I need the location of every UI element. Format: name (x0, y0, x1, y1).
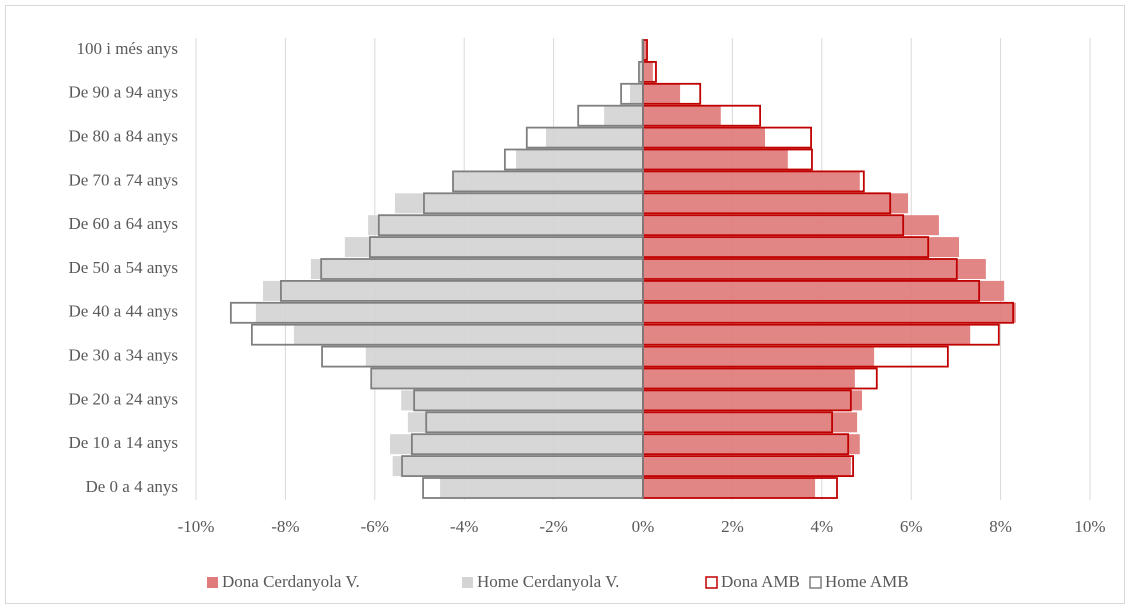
bar (639, 61, 643, 82)
bar (643, 83, 681, 104)
x-tick-label: 0% (632, 517, 655, 536)
bar (321, 345, 644, 368)
bar (643, 368, 855, 389)
bar (368, 215, 643, 236)
bar (643, 127, 766, 148)
y-tick-label: De 80 a 84 anys (68, 127, 178, 146)
bar (638, 61, 644, 83)
bar (643, 302, 1016, 323)
bar (604, 105, 643, 126)
x-tick-label: -4% (450, 517, 478, 536)
x-tick-label: -8% (271, 517, 299, 536)
bar (643, 456, 851, 477)
bar (643, 412, 858, 433)
bar (389, 434, 643, 455)
bar (643, 280, 1005, 301)
y-tick-label: De 20 a 24 anys (68, 389, 178, 408)
y-tick-label: De 0 a 4 anys (85, 477, 178, 496)
bar (643, 434, 860, 455)
bar (392, 456, 643, 477)
bar (630, 83, 643, 104)
bar (250, 323, 644, 346)
legend-label: Home Cerdanyola V. (477, 572, 619, 591)
bar (310, 259, 643, 279)
bar (452, 170, 644, 193)
y-tick-label: De 90 a 94 anys (68, 83, 178, 102)
x-tick-label: 10% (1074, 517, 1105, 536)
x-tick-label: 8% (989, 517, 1012, 536)
x-tick-label: -10% (178, 517, 215, 536)
x-tick-label: 6% (900, 517, 923, 536)
bar (643, 346, 875, 367)
bar (516, 149, 643, 170)
legend-label: Dona Cerdanyola V. (222, 572, 360, 591)
legend-swatch (462, 577, 473, 588)
bar (320, 258, 644, 280)
legend-label: Dona AMB (721, 572, 800, 591)
bar (525, 126, 644, 149)
bar (372, 368, 643, 389)
bar (401, 390, 643, 411)
bar (394, 193, 643, 214)
bar (577, 104, 644, 127)
x-tick-label: 2% (721, 517, 744, 536)
bar (263, 280, 643, 301)
bar (503, 148, 644, 171)
bar (413, 389, 644, 412)
y-tick-label: De 10 a 14 anys (68, 433, 178, 452)
bar (422, 477, 644, 499)
bar (643, 40, 647, 60)
bar (643, 149, 788, 170)
y-tick-label: De 50 a 54 anys (68, 258, 178, 277)
bar (643, 193, 909, 214)
bar (643, 237, 960, 258)
bar (643, 61, 653, 82)
legend-swatch (705, 576, 718, 589)
bar (643, 390, 863, 411)
bar (643, 324, 971, 345)
x-tick-label: -6% (361, 517, 389, 536)
bar (643, 215, 939, 236)
legend-label: Home AMB (825, 572, 909, 591)
y-tick-label: De 60 a 64 anys (68, 214, 178, 233)
bar (643, 171, 860, 192)
bar (365, 346, 643, 367)
bar (643, 478, 816, 498)
bar (255, 302, 643, 323)
bar (452, 171, 643, 192)
y-tick-label: 100 i més anys (76, 39, 178, 58)
bar (411, 433, 644, 456)
bar (620, 82, 644, 105)
bar (401, 455, 644, 478)
bar (643, 105, 721, 126)
y-tick-label: De 30 a 34 anys (68, 346, 178, 365)
bar (229, 301, 644, 324)
bar (546, 127, 643, 148)
bar (425, 411, 644, 434)
bar (368, 236, 644, 259)
bar (407, 412, 643, 433)
x-tick-label: -2% (539, 517, 567, 536)
bar (377, 214, 644, 237)
bar (643, 259, 986, 279)
x-tick-label: 4% (810, 517, 833, 536)
bar (440, 478, 643, 498)
legend-swatch (207, 577, 218, 588)
bar (344, 237, 643, 258)
legend-swatch (809, 576, 822, 589)
y-tick-label: De 70 a 74 anys (68, 170, 178, 189)
bar (293, 324, 643, 345)
y-tick-label: De 40 a 44 anys (68, 302, 178, 321)
bar (423, 192, 644, 215)
bar (280, 279, 644, 302)
bar (370, 367, 644, 390)
